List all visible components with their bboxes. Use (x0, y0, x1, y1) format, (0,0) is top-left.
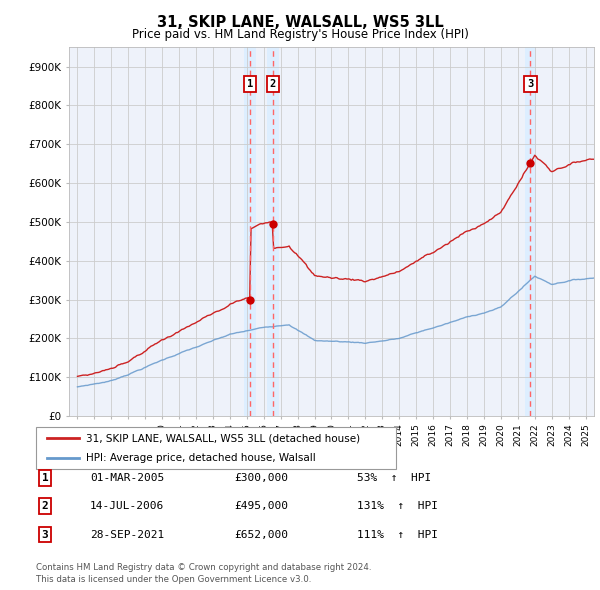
Text: Contains HM Land Registry data © Crown copyright and database right 2024.: Contains HM Land Registry data © Crown c… (36, 563, 371, 572)
Text: This data is licensed under the Open Government Licence v3.0.: This data is licensed under the Open Gov… (36, 575, 311, 584)
Text: £495,000: £495,000 (234, 502, 288, 511)
Text: Price paid vs. HM Land Registry's House Price Index (HPI): Price paid vs. HM Land Registry's House … (131, 28, 469, 41)
Text: £652,000: £652,000 (234, 530, 288, 539)
Text: 14-JUL-2006: 14-JUL-2006 (90, 502, 164, 511)
Text: 2: 2 (270, 79, 276, 89)
Text: 3: 3 (527, 79, 533, 89)
Text: 111%  ↑  HPI: 111% ↑ HPI (357, 530, 438, 539)
Text: 28-SEP-2021: 28-SEP-2021 (90, 530, 164, 539)
Bar (267, 47, 279, 416)
Text: 3: 3 (41, 530, 49, 539)
Text: 2: 2 (41, 502, 49, 511)
FancyBboxPatch shape (36, 427, 396, 469)
Text: HPI: Average price, detached house, Walsall: HPI: Average price, detached house, Wals… (86, 453, 316, 463)
Text: 53%  ↑  HPI: 53% ↑ HPI (357, 473, 431, 483)
Text: 31, SKIP LANE, WALSALL, WS5 3LL (detached house): 31, SKIP LANE, WALSALL, WS5 3LL (detache… (86, 434, 361, 444)
Bar (244, 47, 256, 416)
Bar (524, 47, 536, 416)
Text: 1: 1 (41, 473, 49, 483)
Text: 31, SKIP LANE, WALSALL, WS5 3LL: 31, SKIP LANE, WALSALL, WS5 3LL (157, 15, 443, 30)
Text: £300,000: £300,000 (234, 473, 288, 483)
Text: 131%  ↑  HPI: 131% ↑ HPI (357, 502, 438, 511)
Text: 01-MAR-2005: 01-MAR-2005 (90, 473, 164, 483)
Text: 1: 1 (247, 79, 253, 89)
